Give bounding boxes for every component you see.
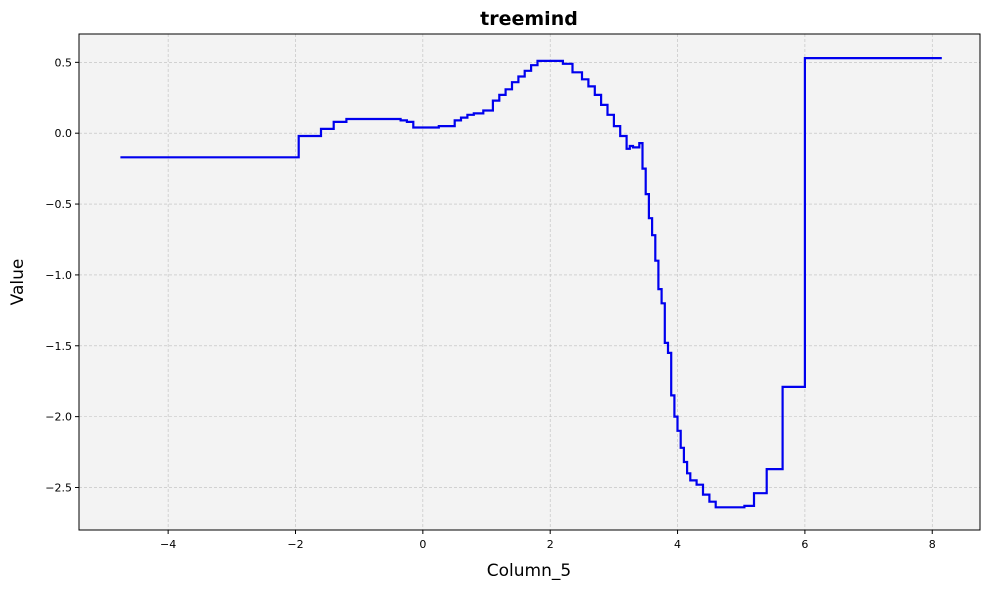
x-tick-label: −4 [160, 538, 176, 551]
series-line-treemind [120, 57, 942, 509]
x-tick-label: −2 [287, 538, 303, 551]
series-layer [120, 57, 942, 509]
plot-area [79, 34, 980, 530]
chart-title: treemind [480, 8, 578, 30]
y-axis-label: Value [8, 259, 28, 306]
y-tick-label: −2.0 [45, 411, 72, 424]
y-tick-label: 0.0 [55, 127, 73, 140]
plot-frame [78, 33, 981, 531]
x-axis-label: Column_5 [487, 561, 571, 581]
y-tick-label: −2.5 [45, 481, 72, 494]
x-tick-label: 2 [547, 538, 554, 551]
grid [79, 34, 980, 530]
y-tick-label: 0.5 [55, 56, 73, 69]
y-tick-label: −1.0 [45, 269, 72, 282]
y-tick-label: −0.5 [45, 198, 72, 211]
x-tick-label: 4 [674, 538, 681, 551]
x-tick-label: 0 [419, 538, 426, 551]
y-tick-label: −1.5 [45, 340, 72, 353]
y-axis: 0.5 0.0 −0.5 −1.0 −1.5 −2.0 −2.5 [45, 56, 79, 494]
x-tick-label: 8 [929, 538, 936, 551]
x-tick-label: 6 [801, 538, 808, 551]
x-axis: −4 −2 0 2 4 6 8 [160, 530, 936, 551]
